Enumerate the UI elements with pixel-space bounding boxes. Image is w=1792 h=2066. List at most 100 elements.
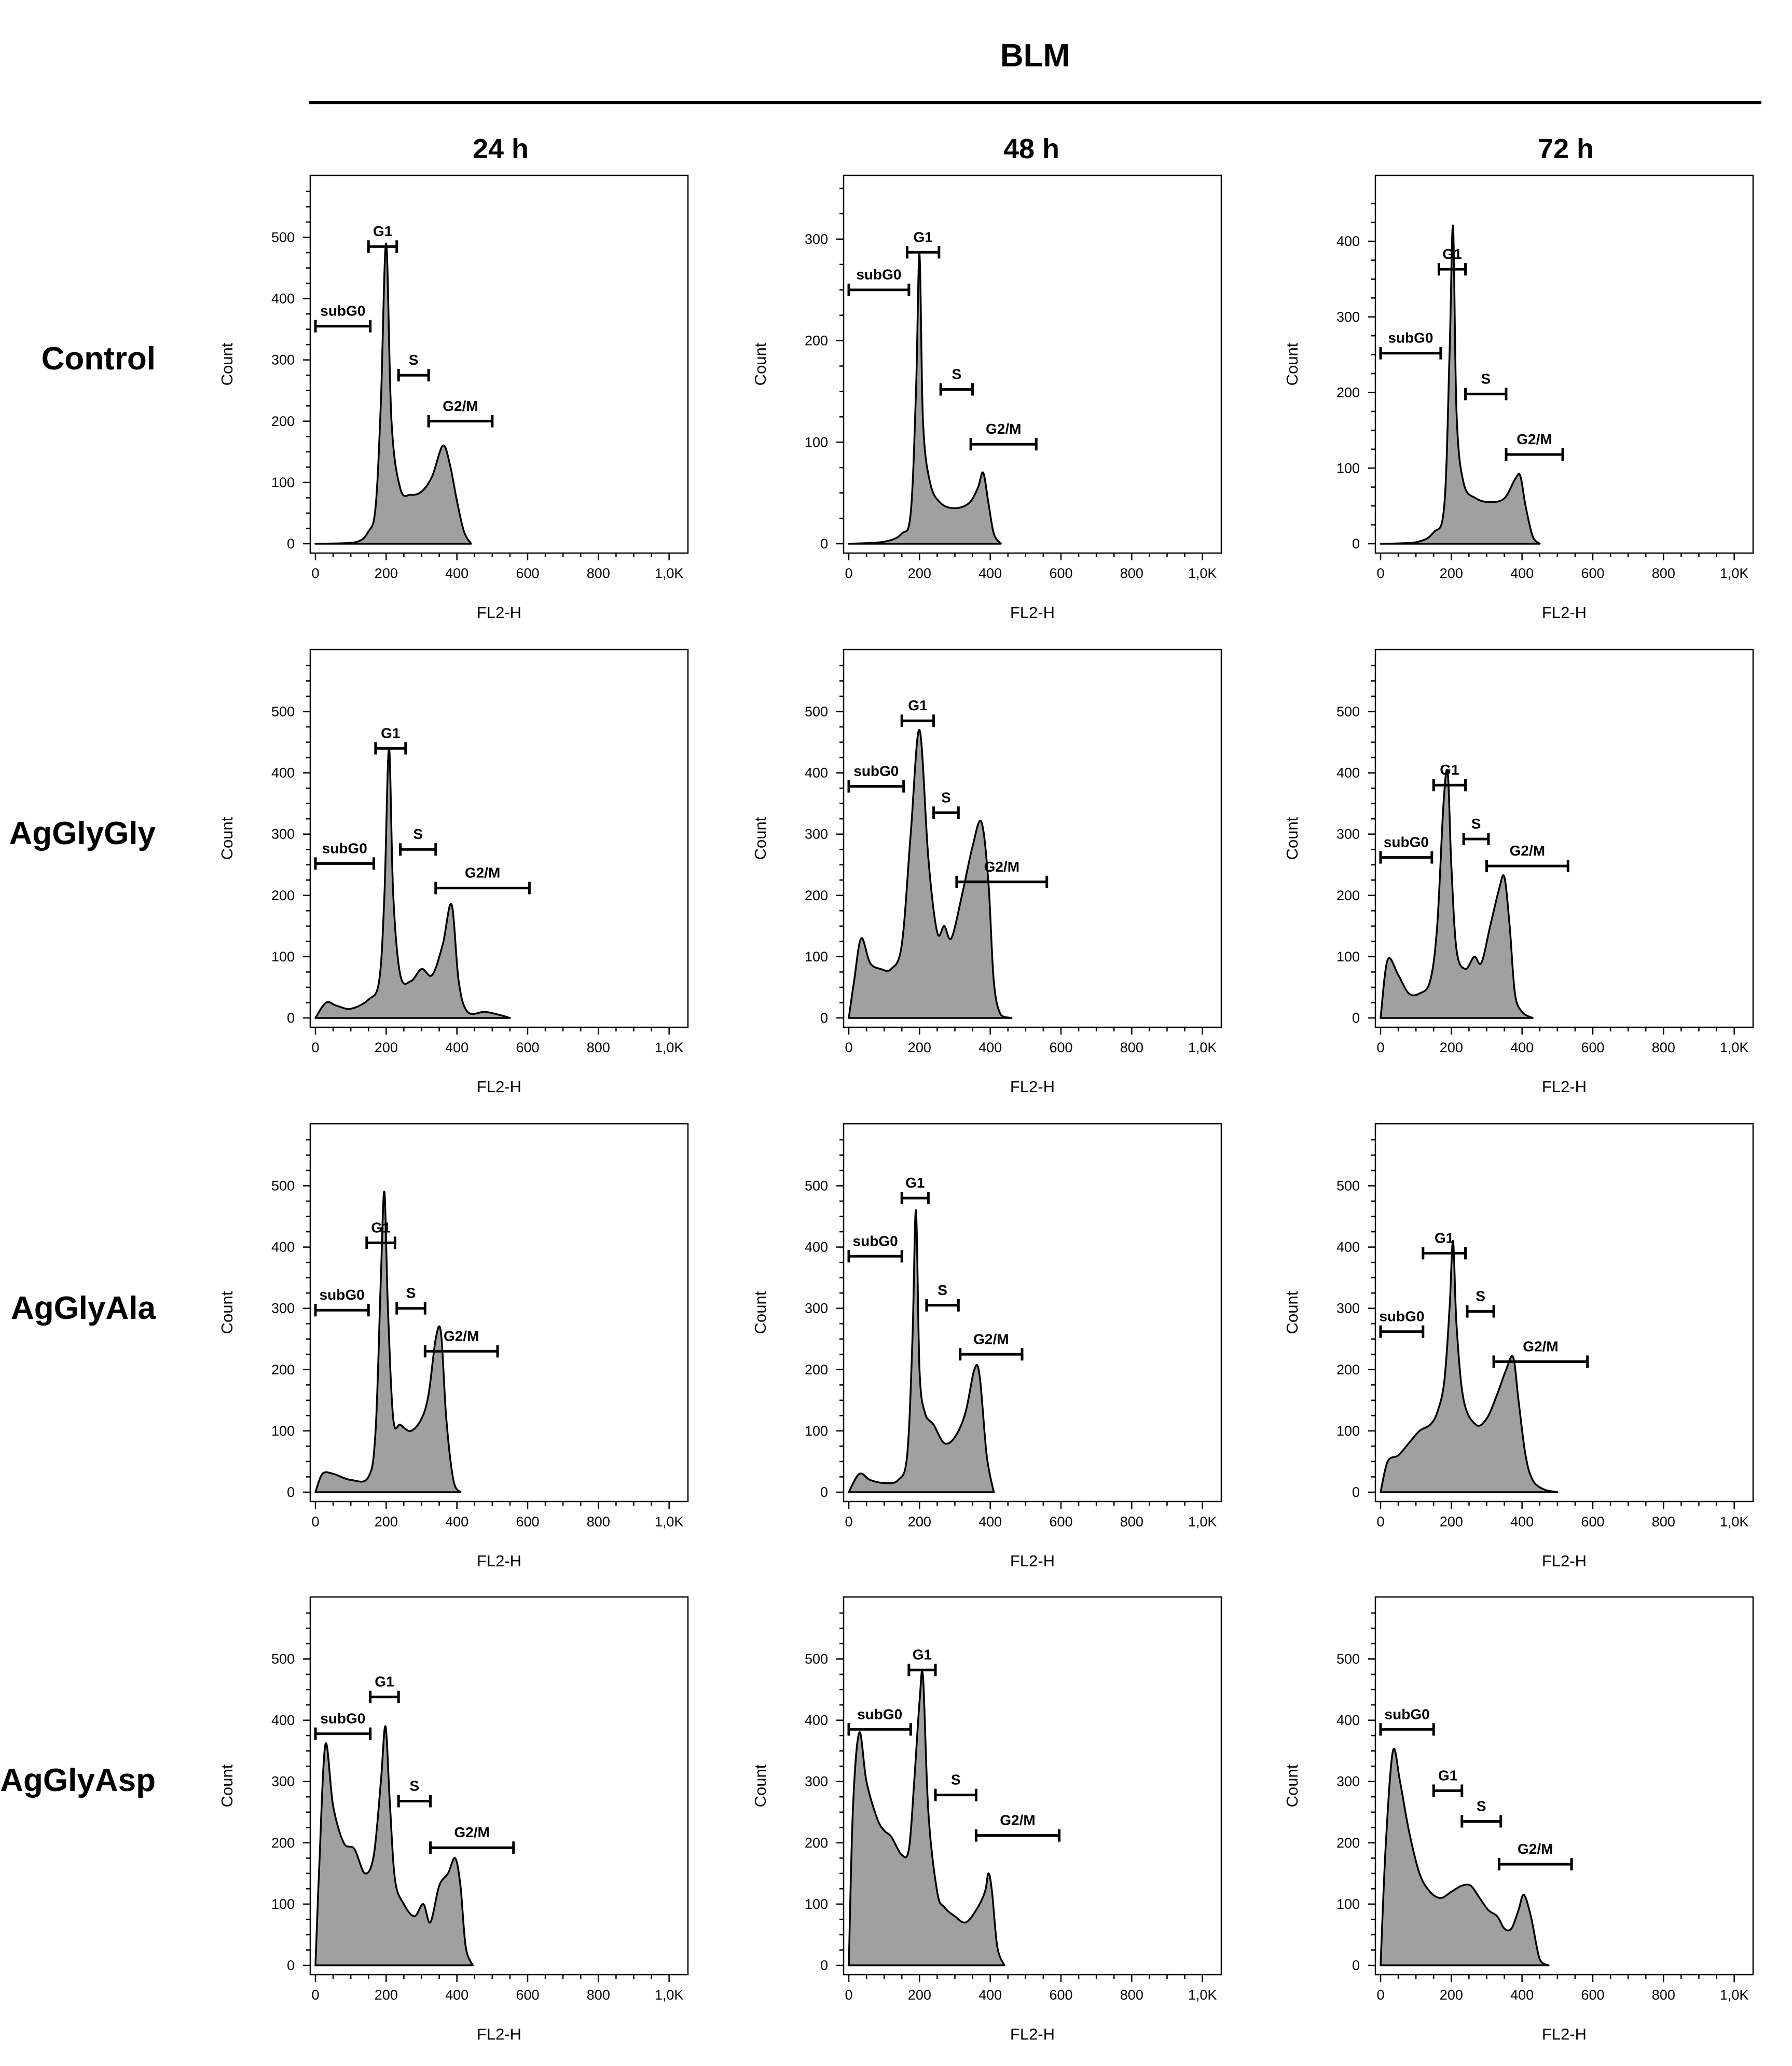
x-tick-label: 0 [1376,1514,1384,1530]
y-tick-label: 200 [1336,1835,1360,1851]
y-tick-label: 400 [271,291,295,307]
x-tick-label: 800 [587,1040,610,1055]
gate-subg0[interactable]: subG0 [314,840,375,870]
gate-subg0[interactable]: subG0 [1379,1706,1435,1736]
panel-agglygly-48h: 0 200 400 600 800 1,0K 0 100 200 300 400 500 FL2-H Co… [751,649,1222,1096]
x-tick-label: 200 [908,566,931,581]
gate-s[interactable]: S [1464,370,1508,401]
y-tick-label: 400 [805,765,828,781]
y-tick-label: 0 [820,1010,828,1026]
gate-g2m[interactable]: G2/M [959,1331,1024,1361]
x-tick-label: 400 [978,566,1002,581]
histogram-area [314,1191,462,1493]
gate-subg0[interactable]: subG0 [847,1233,903,1263]
gate-g2m[interactable]: G2/M [427,398,494,428]
y-axis-label: Count [751,817,769,860]
gate-subg0[interactable]: subG0 [1379,834,1433,864]
plot-frame [843,1123,1222,1503]
x-tick-label: 200 [1440,566,1463,581]
panel-agglyasp-24h: 0 200 400 600 800 1,0K 0 100 200 300 400 500 FL2-H Co… [218,1596,689,2043]
gate-s[interactable]: S [395,1285,426,1315]
y-tick-label: 500 [805,1651,828,1666]
gate-s[interactable]: S [397,352,430,382]
gate-subg0[interactable]: subG0 [314,1287,370,1317]
gate-g1[interactable]: G1 [374,725,407,755]
gate-subg0[interactable]: subG0 [847,267,911,296]
histogram-area [848,253,1002,545]
x-tick-label: 800 [1652,1514,1675,1530]
gate-subg0[interactable]: subG0 [847,1706,912,1736]
gate-g1[interactable]: G1 [907,1647,937,1676]
histogram-area [1380,1240,1559,1493]
gate-g2m[interactable]: G2/M [955,859,1049,888]
y-tick-label: 500 [271,1651,295,1666]
x-tick-label: 1,0K [655,1040,684,1055]
x-tick-label: 800 [1120,1987,1143,2003]
gate-g2m[interactable]: G2/M [1497,1841,1573,1871]
gate-g2m[interactable]: G2/M [1485,843,1569,873]
gate-g1[interactable]: G1 [367,223,398,253]
y-tick-label: 100 [1336,460,1360,476]
y-tick-label: 100 [1336,949,1360,965]
gate-g1[interactable]: G1 [900,1175,930,1205]
gate-g2m[interactable]: G2/M [1492,1338,1589,1368]
gate-g1[interactable]: G1 [365,1219,396,1249]
x-tick-label: 200 [1440,1040,1463,1055]
column-header-48-h: 48 h [1003,133,1059,164]
gate-label: G2/M [454,1824,489,1840]
gate-g2m[interactable]: G2/M [974,1812,1061,1842]
gate-g2m[interactable]: G2/M [969,421,1038,451]
gate-g2m[interactable]: G2/M [429,1824,515,1854]
gate-subg0[interactable]: subG0 [1379,1309,1424,1338]
gate-label: G2/M [443,398,478,414]
gate-g1[interactable]: G1 [900,697,935,727]
gate-subg0[interactable]: subG0 [314,1711,372,1740]
x-tick-label: 800 [1120,566,1143,581]
x-tick-label: 0 [311,1987,319,2003]
gate-label: S [1481,370,1491,387]
gate-label: G1 [908,697,927,713]
y-tick-label: 100 [805,1896,828,1912]
x-tick-label: 600 [1049,1514,1072,1530]
gate-s[interactable]: S [939,366,974,396]
x-tick-label: 1,0K [1188,1514,1217,1530]
gate-s[interactable]: S [934,1772,977,1801]
gate-s[interactable]: S [399,826,437,856]
gate-s[interactable]: S [1460,1798,1502,1828]
x-tick-label: 1,0K [1720,1514,1749,1530]
y-tick-label: 0 [1352,1958,1360,1973]
gate-s[interactable]: S [1462,816,1490,846]
gate-s[interactable]: S [397,1778,432,1808]
gate-s[interactable]: S [932,789,960,819]
panel-control-72h: 0 200 400 600 800 1,0K 0 100 200 300 400 FL2-H Count… [1283,174,1754,622]
gate-g1[interactable]: G1 [1422,1230,1467,1260]
gate-g1[interactable]: G1 [369,1674,400,1703]
gate-g2m[interactable]: G2/M [1505,431,1564,461]
x-tick-label: 200 [375,1514,398,1530]
y-tick-label: 200 [271,1835,295,1851]
gate-subg0[interactable]: subG0 [314,303,372,333]
y-tick-label: 100 [271,1423,295,1439]
gate-g2m[interactable]: G2/M [423,1328,499,1358]
gate-label: S [952,366,962,382]
gate-g1[interactable]: G1 [1432,1767,1464,1797]
y-tick-label: 200 [805,333,828,349]
x-tick-label: 400 [445,1514,468,1530]
gate-subg0[interactable]: subG0 [1379,330,1442,360]
histogram-area [1380,1748,1550,1966]
gate-g2m[interactable]: G2/M [434,865,531,894]
gate-g1[interactable]: G1 [1432,762,1467,792]
gate-subg0[interactable]: subG0 [847,763,905,793]
histogram-panels: 0 200 400 600 800 1,0K 0 100 200 300 400 500 FL2-H Co… [218,174,1754,2043]
gate-g1[interactable]: G1 [1437,246,1467,276]
row-label-control: Control [42,341,156,377]
gate-s[interactable]: S [1466,1288,1495,1318]
gate-label: G1 [1438,1767,1457,1783]
x-tick-label: 1,0K [655,1514,684,1530]
gate-s[interactable]: S [925,1282,960,1312]
y-tick-label: 300 [805,827,828,842]
y-tick-label: 400 [1336,1713,1360,1728]
y-tick-label: 300 [805,1774,828,1789]
gate-g1[interactable]: G1 [905,229,941,259]
gate-label: G2/M [973,1331,1009,1347]
